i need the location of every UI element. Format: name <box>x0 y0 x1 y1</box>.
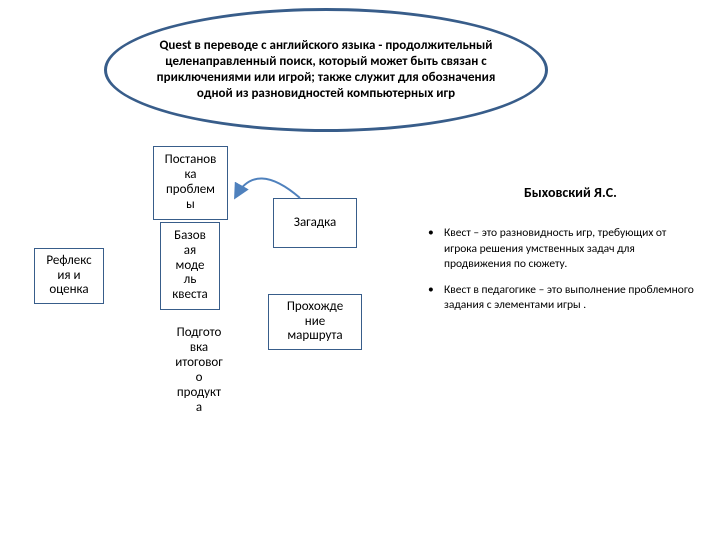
bullet-text: Квест – это разновидность игр, требующих… <box>444 226 696 273</box>
bullet-item: • Квест – это разновидность игр, требующ… <box>428 226 696 273</box>
bullet-dot-icon: • <box>428 283 444 314</box>
node-reflexion: Рефлексия иоценка <box>34 248 104 304</box>
node-base-model: Базоваямодельквеста <box>160 222 220 310</box>
node-route-text: Прохождениемаршрута <box>287 300 343 345</box>
author-name: Быховский Я.С. <box>524 184 617 201</box>
node-product: Подготовкаитоговогопродукта <box>164 326 234 434</box>
node-base-model-text: Базоваямодельквеста <box>172 229 207 304</box>
node-problem: Постановкапроблемы <box>153 146 228 220</box>
node-riddle-text: Загадка <box>294 216 336 231</box>
bullet-dot-icon: • <box>428 226 444 273</box>
bullet-text: Квест в педагогике – это выполнение проб… <box>444 283 696 314</box>
node-route: Прохождениемаршрута <box>268 294 362 350</box>
node-reflexion-text: Рефлексия иоценка <box>46 254 91 299</box>
header-oval: Quest в переводе с английского языка - п… <box>104 8 548 132</box>
node-product-text: Подготовкаитоговогопродукта <box>175 325 223 415</box>
header-text: Quest в переводе с английского языка - п… <box>147 38 505 103</box>
node-problem-text: Постановкапроблемы <box>165 153 217 213</box>
node-riddle: Загадка <box>273 198 357 248</box>
bullet-list: • Квест – это разновидность игр, требующ… <box>428 226 696 324</box>
bullet-item: • Квест в педагогике – это выполнение пр… <box>428 283 696 314</box>
curved-arrow-icon <box>236 178 300 198</box>
